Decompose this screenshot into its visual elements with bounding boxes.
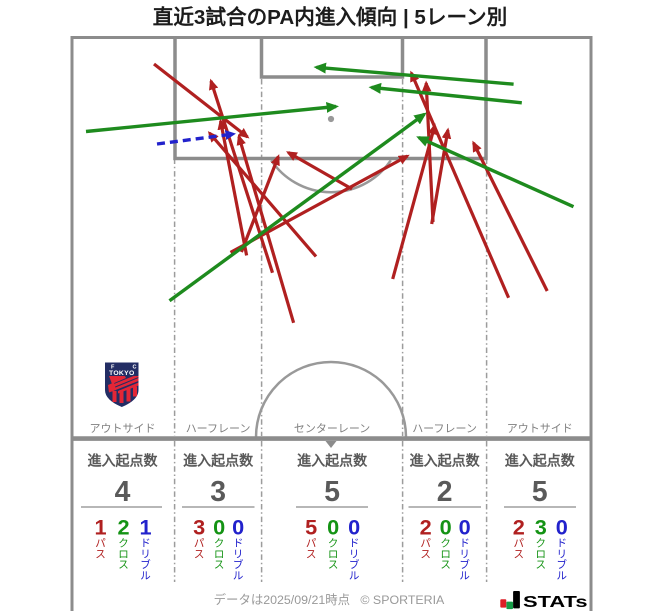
svg-text:パ: パ <box>420 538 431 550</box>
svg-text:ブ: ブ <box>233 558 244 571</box>
svg-text:ス: ス <box>420 548 431 560</box>
svg-text:ブ: ブ <box>140 558 151 571</box>
svg-text:パ: パ <box>514 538 525 550</box>
svg-text:ル: ル <box>349 570 360 582</box>
svg-text:センターレーン: センターレーン <box>294 422 370 435</box>
svg-text:0: 0 <box>440 515 452 540</box>
svg-text:2: 2 <box>117 515 129 540</box>
svg-text:パ: パ <box>95 538 106 550</box>
svg-text:ブ: ブ <box>557 558 568 571</box>
svg-text:0: 0 <box>327 515 339 540</box>
svg-text:進入起点数: 進入起点数 <box>88 453 159 469</box>
svg-text:パ: パ <box>306 538 317 550</box>
svg-text:TOKYO: TOKYO <box>109 370 135 377</box>
svg-text:パ: パ <box>194 538 205 550</box>
svg-text:リ: リ <box>233 548 244 560</box>
svg-text:ド: ド <box>140 538 151 550</box>
svg-text:STATs: STATs <box>523 594 588 611</box>
svg-text:ル: ル <box>233 570 244 582</box>
svg-text:3: 3 <box>210 475 226 507</box>
svg-text:進入起点数: 進入起点数 <box>183 453 254 469</box>
svg-text:5: 5 <box>532 475 548 507</box>
svg-text:0: 0 <box>213 515 225 540</box>
svg-text:5: 5 <box>305 515 317 540</box>
svg-text:ハーフレーン: ハーフレーン <box>412 423 477 435</box>
svg-text:ク: ク <box>214 538 225 550</box>
svg-text:ロ: ロ <box>214 548 225 560</box>
svg-text:1: 1 <box>94 515 106 540</box>
svg-text:ス: ス <box>440 559 451 571</box>
svg-text:0: 0 <box>232 515 244 540</box>
svg-text:C: C <box>133 365 137 371</box>
svg-text:アウトサイド: アウトサイド <box>90 422 156 435</box>
svg-text:ク: ク <box>328 538 339 550</box>
svg-text:ス: ス <box>536 559 547 571</box>
svg-text:ブ: ブ <box>349 558 360 571</box>
svg-text:ロ: ロ <box>328 548 339 560</box>
svg-text:F: F <box>111 365 115 371</box>
svg-text:データは2025/09/21時点 © SPORTERIA: データは2025/09/21時点 © SPORTERIA <box>214 592 445 607</box>
svg-text:ク: ク <box>440 538 451 550</box>
svg-text:0: 0 <box>459 515 471 540</box>
svg-text:リ: リ <box>459 548 470 560</box>
svg-text:ス: ス <box>514 548 525 560</box>
svg-text:進入起点数: 進入起点数 <box>410 453 481 469</box>
svg-text:ハーフレーン: ハーフレーン <box>186 423 251 435</box>
svg-text:ド: ド <box>233 538 244 550</box>
svg-text:ス: ス <box>194 548 205 560</box>
svg-text:1: 1 <box>139 515 151 540</box>
svg-text:ド: ド <box>459 538 470 550</box>
svg-text:5: 5 <box>324 475 340 507</box>
svg-text:ス: ス <box>95 548 106 560</box>
svg-text:ス: ス <box>118 559 129 571</box>
svg-text:リ: リ <box>140 548 151 560</box>
svg-text:ス: ス <box>214 559 225 571</box>
svg-text:リ: リ <box>557 548 568 560</box>
svg-text:0: 0 <box>348 515 360 540</box>
svg-text:ロ: ロ <box>440 548 451 560</box>
svg-text:2: 2 <box>437 475 453 507</box>
svg-text:進入起点数: 進入起点数 <box>505 453 576 469</box>
svg-text:ド: ド <box>349 538 360 550</box>
svg-text:0: 0 <box>556 515 568 540</box>
svg-text:ス: ス <box>306 548 317 560</box>
svg-text:直近3試合のPA内進入傾向 | 5レーン別: 直近3試合のPA内進入傾向 | 5レーン別 <box>153 5 507 29</box>
svg-text:リ: リ <box>349 548 360 560</box>
svg-text:ク: ク <box>536 538 547 550</box>
svg-text:ル: ル <box>459 570 470 582</box>
svg-text:ル: ル <box>140 570 151 582</box>
svg-text:2: 2 <box>513 515 525 540</box>
svg-text:ス: ス <box>328 559 339 571</box>
svg-text:ル: ル <box>557 570 568 582</box>
svg-text:3: 3 <box>535 515 547 540</box>
svg-text:3: 3 <box>193 515 205 540</box>
svg-text:ド: ド <box>557 538 568 550</box>
svg-text:進入起点数: 進入起点数 <box>297 453 368 469</box>
svg-text:ブ: ブ <box>459 558 470 571</box>
svg-text:アウトサイド: アウトサイド <box>507 422 573 435</box>
svg-text:ク: ク <box>118 538 129 550</box>
svg-text:ロ: ロ <box>536 548 547 560</box>
svg-text:4: 4 <box>115 475 131 507</box>
svg-text:ロ: ロ <box>118 548 129 560</box>
svg-text:2: 2 <box>420 515 432 540</box>
